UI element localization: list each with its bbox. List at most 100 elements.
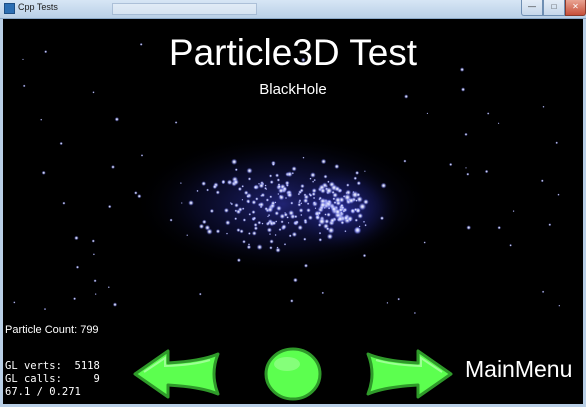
- particle: [239, 229, 244, 234]
- game-viewport[interactable]: Particle3D Test BlackHole Particle Count…: [3, 19, 583, 404]
- particle: [94, 293, 97, 296]
- particle: [309, 177, 312, 180]
- particle: [299, 199, 302, 203]
- particle: [225, 220, 231, 226]
- particle: [287, 221, 290, 224]
- particle: [188, 200, 194, 206]
- particle: [319, 187, 326, 194]
- particle: [403, 159, 407, 163]
- particle: [320, 158, 327, 165]
- particle: [358, 202, 367, 211]
- particle: [353, 207, 358, 212]
- particle: [225, 232, 229, 235]
- particle: [311, 191, 316, 197]
- particle: [326, 212, 331, 218]
- window-title: Cpp Tests: [18, 2, 58, 12]
- particle: [306, 207, 311, 213]
- particle: [283, 212, 289, 217]
- particle: [212, 184, 218, 190]
- particle: [484, 169, 489, 174]
- minimize-button[interactable]: —: [521, 0, 543, 16]
- particle: [247, 177, 252, 181]
- particle: [555, 141, 559, 145]
- particle: [281, 224, 287, 230]
- particle: [271, 162, 276, 167]
- restart-button[interactable]: [263, 346, 323, 402]
- particle: [404, 94, 409, 99]
- particle: [62, 201, 66, 205]
- particle: [291, 231, 298, 238]
- particle: [557, 193, 560, 196]
- next-button[interactable]: [364, 348, 454, 400]
- maximize-icon: □: [551, 2, 557, 11]
- particle: [293, 277, 298, 283]
- particle: [251, 210, 256, 215]
- particle: [275, 247, 281, 253]
- particle: [318, 231, 322, 235]
- particle: [73, 297, 77, 301]
- particle: [356, 192, 361, 197]
- particle: [466, 225, 472, 231]
- particle: [386, 301, 389, 304]
- particle: [297, 224, 304, 231]
- particle: [268, 174, 273, 178]
- particle: [276, 205, 282, 212]
- particle: [237, 186, 243, 192]
- particle: [327, 180, 330, 184]
- particle: [460, 87, 466, 92]
- particle: [209, 208, 215, 214]
- particle: [232, 179, 239, 186]
- particle: [107, 286, 110, 289]
- particle: [327, 200, 332, 204]
- particle: [247, 232, 251, 235]
- particle: [13, 301, 16, 304]
- particle: [334, 196, 342, 204]
- particle: [302, 197, 309, 204]
- maximize-button[interactable]: □: [543, 0, 565, 16]
- particle: [267, 215, 269, 218]
- particle: [318, 237, 323, 242]
- particle: [364, 223, 367, 227]
- particle: [541, 290, 545, 294]
- particle: [264, 184, 267, 187]
- particle: [311, 188, 317, 194]
- particle: [234, 217, 238, 221]
- particle: [318, 217, 326, 226]
- particle: [44, 50, 48, 54]
- particle: [321, 291, 325, 295]
- particle: [413, 311, 416, 315]
- particle: [357, 212, 364, 219]
- close-button[interactable]: ✕: [565, 0, 586, 16]
- particle: [107, 204, 112, 209]
- scene-title: Particle3D Test: [168, 32, 418, 73]
- particle: [134, 191, 138, 195]
- particle: [298, 207, 304, 213]
- particle: [379, 216, 385, 221]
- particle: [325, 186, 333, 195]
- particle: [270, 200, 276, 206]
- particle: [196, 189, 199, 193]
- particle: [22, 58, 24, 61]
- particle: [295, 220, 299, 225]
- particle: [274, 233, 277, 237]
- particle: [548, 223, 552, 227]
- particle: [242, 218, 247, 222]
- particle: [303, 218, 308, 223]
- particle: [303, 193, 307, 197]
- app-icon: [4, 3, 15, 14]
- title-bar[interactable]: Cpp Tests — □ ✕: [0, 0, 586, 19]
- main-menu-button[interactable]: MainMenu: [465, 356, 573, 382]
- particle: [252, 216, 257, 220]
- left-arrow-icon: [133, 349, 220, 399]
- particle: [278, 228, 282, 232]
- particle: [353, 176, 358, 181]
- particle: [92, 91, 95, 94]
- back-button[interactable]: [132, 348, 222, 400]
- particle: [227, 181, 230, 184]
- particle: [426, 112, 429, 115]
- particle: [277, 183, 281, 187]
- particle: [317, 211, 322, 216]
- particle: [380, 182, 387, 189]
- particle: [291, 171, 295, 175]
- particle: [300, 202, 303, 205]
